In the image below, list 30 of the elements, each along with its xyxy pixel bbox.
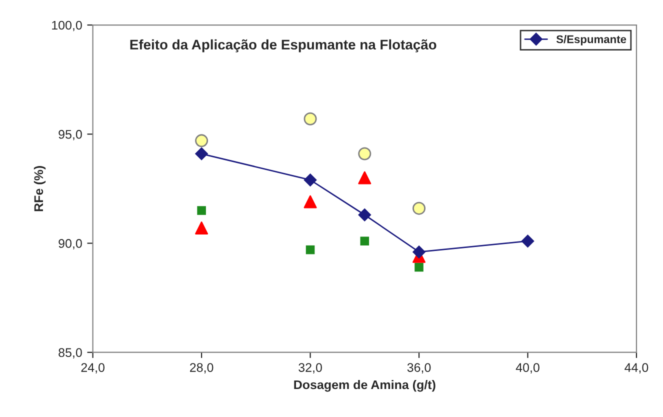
point: [195, 221, 208, 234]
point: [306, 245, 315, 254]
point: [412, 246, 426, 258]
point: [414, 262, 424, 272]
y-tick-label: 100,0: [52, 20, 82, 32]
x-tick-label: 28,0: [190, 363, 214, 374]
point: [197, 206, 206, 215]
point: [304, 195, 317, 208]
point: [304, 174, 317, 186]
y-tick-label: 95,0: [58, 130, 82, 140]
y-axis-title: RFe (%): [34, 166, 46, 212]
x-tick-label: 40,0: [516, 363, 540, 374]
point: [521, 234, 534, 248]
legend-label: S/Espumante: [556, 35, 626, 46]
point: [360, 236, 370, 246]
y-tick-label: 85,0: [58, 348, 82, 358]
x-tick-label: 44,0: [624, 363, 648, 374]
point: [304, 112, 317, 126]
text: Efeito da Aplicação de Espumante na Flotação: [130, 39, 436, 52]
point: [358, 171, 372, 184]
point: [412, 202, 426, 215]
x-tick-label: 24,0: [81, 363, 104, 374]
y-tick-label: 90,0: [58, 239, 82, 250]
point: [358, 147, 372, 160]
x-tick-label: 32,0: [298, 363, 322, 374]
point: [195, 147, 208, 160]
point: [195, 134, 208, 148]
x-tick-label: 36,0: [407, 363, 431, 374]
x-axis-title: Dosagem de Amina (g/t): [294, 380, 436, 392]
point: [358, 208, 372, 222]
